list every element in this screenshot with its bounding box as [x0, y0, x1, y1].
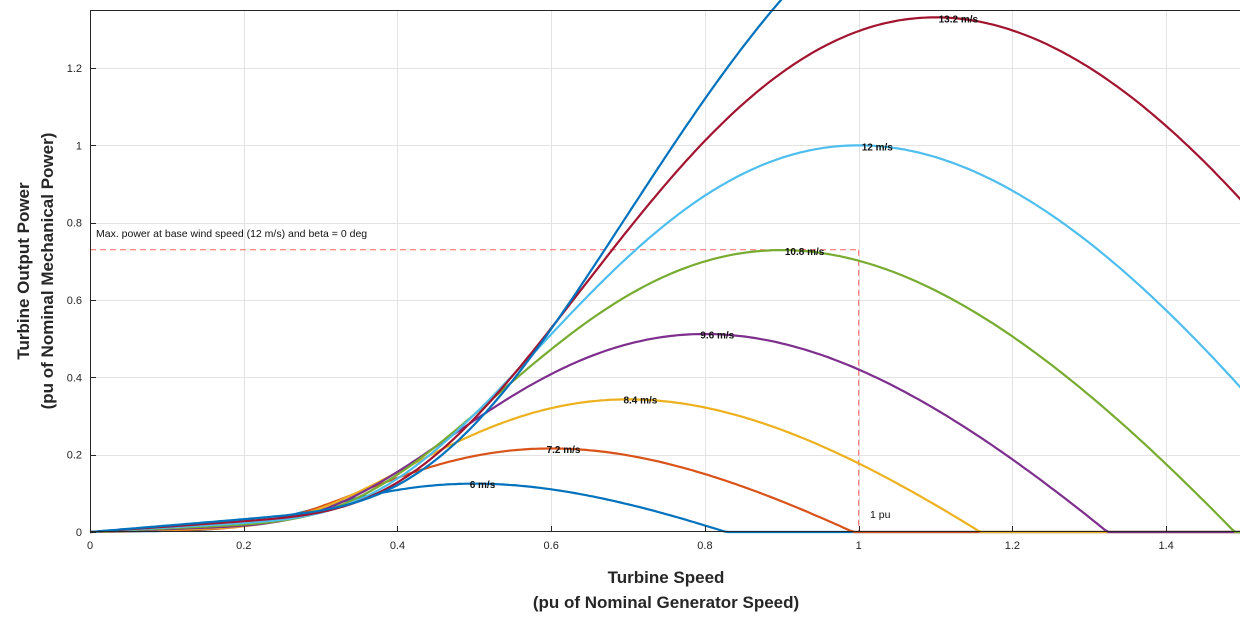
y-tick-label: 1 — [76, 140, 82, 152]
y-tick-label: 0 — [76, 527, 82, 539]
series-label-4: 9.6 m/s — [700, 330, 734, 341]
y-tick-label: 1.2 — [67, 63, 82, 75]
x-tick-label: 1.4 — [1158, 540, 1173, 552]
y-axis-title-line2: (pu of Nominal Mechanical Power) — [38, 133, 57, 410]
speed-reference-label: 1 pu — [870, 509, 891, 521]
x-tick-label: 0.8 — [697, 540, 712, 552]
plot-background — [90, 10, 1240, 532]
curve-labels: 6 m/s 7.2 m/s 8.4 m/s 9.6 m/s 10.8 m/s 12 m/s… — [470, 15, 979, 491]
series-label-6: 12 m/s — [862, 142, 894, 153]
y-tick-label: 0.2 — [67, 450, 82, 462]
series-line-6 — [89, 144, 1240, 534]
reference-annotation: Max. power at base wind speed (12 m/s) a… — [96, 228, 367, 240]
x-tick-label: 0.4 — [390, 540, 405, 552]
y-tick-label: 0.6 — [67, 295, 82, 307]
y-axis-title-line1: Turbine Output Power — [14, 182, 33, 360]
reference-lines — [90, 249, 860, 532]
x-tick-label: 0.2 — [236, 540, 251, 552]
x-axis-title-line2: (pu of Nominal Generator Speed) — [533, 593, 799, 612]
y-tick-label: 0.8 — [67, 218, 82, 230]
series-label-1: 6 m/s — [470, 480, 496, 491]
x-tick-label: 0.6 — [544, 540, 559, 552]
x-tick-label: 0 — [87, 540, 93, 552]
series-label-5: 10.8 m/s — [785, 247, 825, 258]
x-tick-label: 1 — [856, 540, 862, 552]
series-label-3: 8.4 m/s — [623, 396, 657, 407]
x-axis-title-line1: Turbine Speed — [608, 568, 725, 587]
y-tick-label: 0.4 — [67, 372, 82, 384]
series-label-2: 7.2 m/s — [547, 445, 581, 456]
series-line-7 — [89, 16, 1240, 534]
series-label-7: 13.2 m/s — [939, 15, 979, 26]
series-line-8 — [89, 0, 783, 534]
grid — [90, 10, 1240, 532]
ticks: 0 0.2 0.4 0.6 0.8 1 1.2 1.4 0 0.2 0.4 0.6 0.8 1 1.2 — [67, 63, 1174, 552]
x-tick-label: 1.2 — [1005, 540, 1020, 552]
